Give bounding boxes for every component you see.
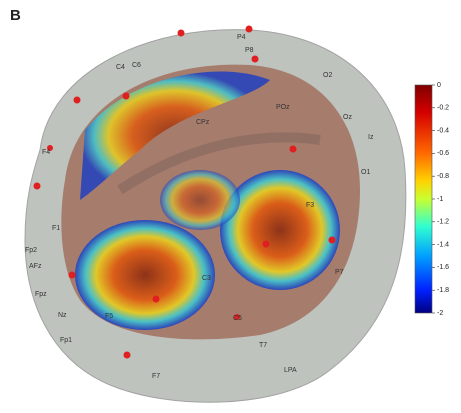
electrode-label: P7 [335, 269, 344, 276]
colorbar-tick-label: -1.4 [437, 241, 449, 248]
colorbar-tick-label: -0.4 [437, 127, 449, 134]
electrode-label: CPz [196, 119, 210, 126]
electrode-label: Nz [58, 312, 67, 319]
electrode-label: POz [276, 104, 290, 111]
panel-label: B [10, 7, 21, 24]
electrode-label: Fp1 [60, 337, 72, 344]
electrode-label: F3 [306, 202, 314, 209]
electrode-label: F7 [152, 373, 160, 380]
electrode-label: C6 [132, 62, 141, 69]
colorbar-tick-label: -1.2 [437, 219, 449, 226]
colorbar [415, 85, 432, 313]
figure: B P4 P8 C4 C6 O2 POz Oz Iz CPz F4 O1 F3 … [0, 0, 461, 413]
electrode-label: LPA [284, 367, 297, 374]
electrode-label: Fp2 [25, 247, 37, 254]
electrode-label: C5 [233, 315, 242, 322]
electrode-label: T7 [259, 342, 267, 349]
colorbar-tick-label: -1.6 [437, 264, 449, 271]
electrode-label: F4 [42, 149, 50, 156]
colorbar-tick-label: -0.2 [437, 105, 449, 112]
electrode-label: C3 [202, 275, 211, 282]
electrode-label: Iz [368, 134, 374, 141]
colorbar-tick-label: -1.8 [437, 287, 449, 294]
electrode-label: F1 [52, 225, 60, 232]
electrode-label: C4 [116, 64, 125, 71]
electrode-label: P8 [245, 47, 254, 54]
colorbar-tick-label: -1 [437, 196, 443, 203]
electrode-label: Oz [343, 114, 352, 121]
electrode-label: Fpz [35, 291, 47, 298]
head-render [25, 26, 406, 403]
electrode-label: AFz [29, 263, 42, 270]
electrode-label: O1 [361, 169, 370, 176]
electrode-label: P4 [237, 34, 246, 41]
colorbar-tick-label: -0.8 [437, 173, 449, 180]
colorbar-tick-label: -2 [437, 310, 443, 317]
electrode-label: F5 [105, 313, 113, 320]
colorbar-tick-label: -0.6 [437, 150, 449, 157]
electrode-label: O2 [323, 72, 332, 79]
colorbar-tick-label: 0 [437, 82, 441, 89]
colorbar-ticks: 0 -0.2 -0.4 -0.6 -0.8 -1 -1.2 -1.4 -1.6 -1.8 -2 [432, 82, 449, 317]
